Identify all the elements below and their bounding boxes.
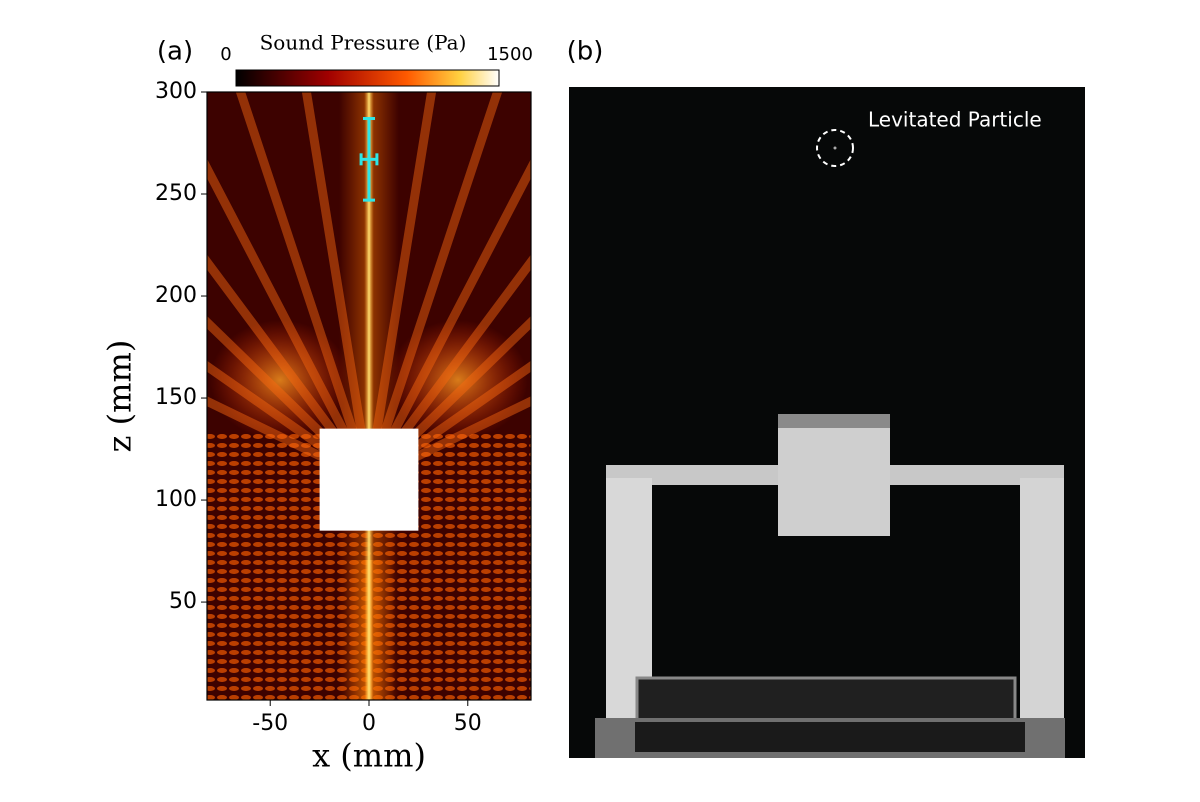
panel-label: (b) — [567, 37, 604, 67]
y-tick-label: 100 — [155, 487, 197, 512]
colorbar — [235, 69, 500, 87]
y-axis-label: z (mm) — [101, 340, 139, 453]
lobe — [207, 396, 374, 485]
colorbar-min: 0 — [220, 44, 231, 65]
lobe — [207, 360, 374, 485]
lobe — [235, 92, 374, 485]
lobe — [364, 360, 531, 485]
lobe — [364, 396, 531, 485]
x-tick-label: 0 — [362, 711, 376, 736]
panel-label: (a) — [157, 37, 193, 67]
y-tick-label: 150 — [155, 385, 197, 410]
y-tick-label: 50 — [169, 589, 197, 614]
colorbar-max: 1500 — [487, 44, 533, 65]
lobe — [364, 316, 531, 485]
lobe — [364, 254, 531, 485]
y-tick-label: 250 — [155, 181, 197, 206]
lobe — [207, 254, 374, 485]
lobe — [364, 92, 437, 485]
colorbar-label: Sound Pressure (Pa) — [260, 31, 467, 55]
x-tick-label: -50 — [252, 711, 288, 736]
y-tick-label: 200 — [155, 283, 197, 308]
x-tick-label: 50 — [454, 711, 482, 736]
annotation: Levitated Particle — [868, 108, 1042, 132]
obstacle — [319, 428, 419, 531]
y-tick-label: 300 — [155, 79, 197, 104]
lobe — [301, 92, 374, 485]
x-axis-label: x (mm) — [312, 737, 426, 775]
lobe — [207, 316, 374, 485]
photo — [569, 87, 1085, 758]
lobe — [364, 92, 503, 485]
